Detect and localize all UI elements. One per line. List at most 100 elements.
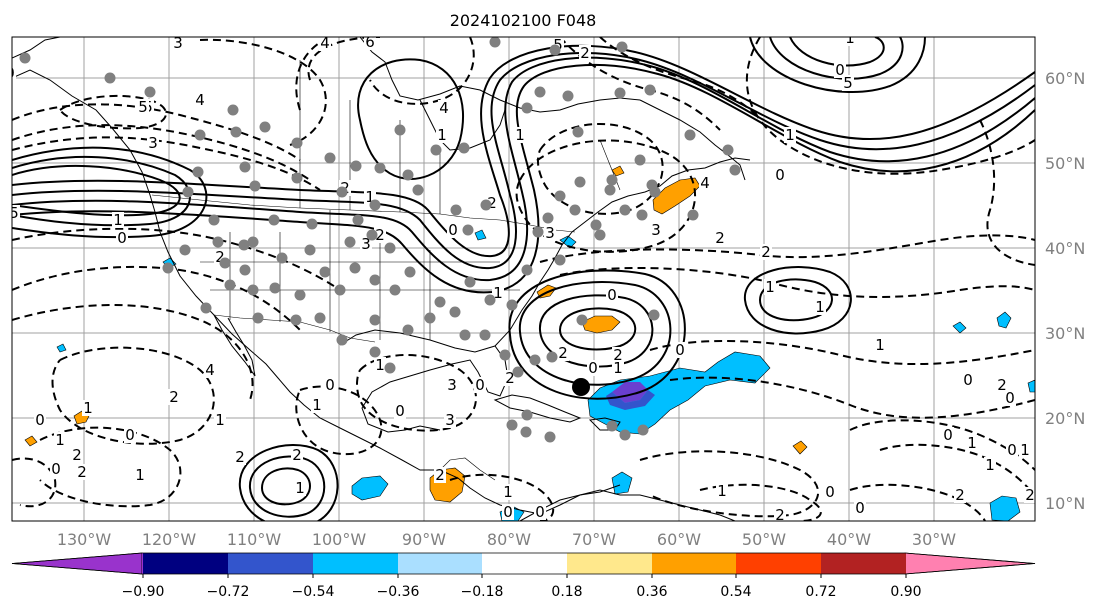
contour-label-bg (447, 222, 459, 238)
map-title: 2024102100 F048 (450, 11, 597, 30)
contour-label: 1 (437, 126, 447, 144)
colorbar-bin (143, 553, 228, 574)
station-dot (520, 426, 532, 438)
contour-label: 0 (1007, 441, 1017, 459)
station-dot (649, 186, 661, 198)
contour-label: 0 (588, 359, 598, 377)
lat-tick-label: 50°N (1045, 154, 1085, 173)
contour-label: 4 (320, 34, 330, 52)
lat-axis: 60°N 50°N 40°N 30°N 20°N 10°N (1045, 69, 1085, 513)
station-dot (644, 84, 656, 96)
contour-label: 2 (215, 248, 225, 266)
contour-atl-low-4 (508, 269, 686, 400)
station-dot (384, 362, 396, 374)
contour-west-ridge-1 (12, 164, 181, 217)
contour-label: 1 (815, 298, 825, 316)
station-dot (162, 262, 174, 274)
contour-label: 6 (365, 33, 375, 51)
lon-tick-label: 130°W (57, 530, 112, 549)
colorbar-bin (482, 553, 567, 574)
contour-label-bg (502, 484, 514, 500)
colorbar-bin (652, 553, 736, 574)
contour-label: 1 (83, 399, 93, 417)
station-dot (269, 282, 281, 294)
colorbar-tick-label: −0.54 (292, 584, 335, 600)
contour-label: 1 (985, 456, 995, 474)
contour-label-bg (50, 461, 62, 477)
station-dot (572, 126, 584, 138)
contour-natl-2 (769, 37, 904, 80)
station-dot (479, 329, 491, 341)
contour-label-bg (137, 99, 149, 115)
contour-label: 2 (613, 346, 623, 364)
contour-label: 0 (855, 499, 865, 517)
station-dot (291, 137, 303, 149)
coast-baja (213, 314, 256, 377)
contour-label-bg (534, 504, 546, 520)
shade-caribbean-mid (606, 390, 655, 410)
contour-label: 0 (503, 503, 513, 521)
station-dot (319, 266, 331, 278)
contour-dash-12 (536, 123, 664, 215)
contour-label-bg (474, 377, 486, 393)
station-dot (366, 229, 378, 241)
contour-label: 5 (843, 74, 853, 92)
contour-label-bg (514, 127, 526, 143)
contour-dash-28 (599, 37, 761, 119)
station-dot (616, 41, 628, 53)
contour-dash-8 (51, 346, 215, 445)
contour-label: 1 (135, 466, 145, 484)
contour-label-bg (234, 449, 246, 465)
station-dot (208, 214, 220, 226)
station-dot (276, 252, 288, 264)
contour-label-bg (294, 480, 306, 496)
station-dot (259, 121, 271, 133)
station-dot (532, 226, 544, 238)
contour-label: 2 (169, 388, 179, 406)
contour-west-ridge-3 (12, 146, 208, 239)
contour-label: 3 (447, 376, 457, 394)
station-dot (521, 409, 533, 421)
coast-cuba (493, 394, 582, 423)
contour-label: 4 (439, 99, 449, 117)
lon-tick-label: 40°W (827, 530, 871, 549)
contour-label-bg (854, 500, 866, 516)
contour-label: 2 (292, 446, 302, 464)
station-dot (349, 262, 361, 274)
contour-labels: 4356405453210521410212332001201221432101… (12, 29, 1035, 521)
contour-label-bg (834, 62, 846, 78)
colorbar-tick-label: 0.90 (890, 584, 921, 600)
contour-jet-2 (12, 56, 1035, 282)
lat-tick-label: 30°N (1045, 324, 1085, 343)
contour-label-bg (434, 467, 446, 483)
lon-tick-label: 80°W (487, 530, 531, 549)
contour-atl-low-3 (518, 281, 672, 386)
graticule (12, 37, 1035, 521)
station-dot (412, 184, 424, 196)
station-dot (336, 334, 348, 346)
contour-label: 0 (825, 483, 835, 501)
contour-label-bg (774, 167, 786, 183)
shade-mid-atl-pos (792, 440, 808, 455)
station-dot (648, 309, 660, 321)
contour-label: 0 (1005, 389, 1015, 407)
contour-label-bg (204, 362, 216, 378)
contour-label-bg (996, 377, 1008, 393)
station-dot (549, 44, 561, 56)
station-dot (542, 212, 554, 224)
station-dot (219, 257, 231, 269)
contour-label: 1 (845, 29, 855, 47)
station-dot (464, 276, 476, 288)
station-dot (369, 346, 381, 358)
contour-label-bg (844, 37, 856, 46)
contour-label: 2 (558, 344, 568, 362)
contour-label-bg (962, 372, 974, 388)
contour-label: 1 (365, 188, 375, 206)
shade-neg-small-1 (559, 235, 577, 249)
contour-atl-low-1 (558, 307, 637, 351)
colorbar-tick-label: 0.72 (805, 584, 836, 600)
station-dot (534, 86, 546, 98)
station-dot (230, 126, 242, 138)
contour-jet-1 (12, 51, 1035, 270)
